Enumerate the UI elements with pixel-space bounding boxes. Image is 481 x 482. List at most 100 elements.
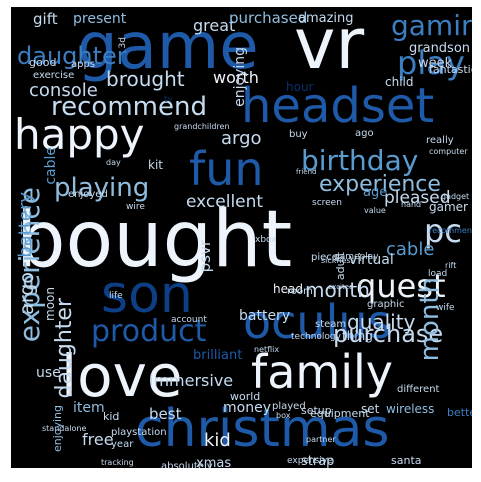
- word-gaming: gaming: [391, 9, 472, 42]
- word-expensive: technology: [291, 332, 341, 342]
- word-birthday: birthday: [301, 144, 419, 177]
- word-play: play: [397, 44, 465, 82]
- word-free: cable: [386, 239, 435, 260]
- word-purchase: experience: [319, 172, 441, 197]
- word-good: age: [363, 185, 388, 200]
- word-set: brilliant: [193, 348, 243, 363]
- word-better: played: [272, 401, 306, 412]
- word-recommend: recommend: [51, 92, 207, 122]
- word-game: game: [77, 10, 259, 84]
- word-ago: week: [418, 56, 453, 71]
- word-enjoying: world: [230, 390, 261, 403]
- word-cloud: bought vr game headset happy fun son ocu…: [11, 7, 472, 468]
- word-month: purchase: [333, 320, 444, 348]
- word-love: love: [61, 342, 183, 410]
- word-steam: screen: [312, 198, 342, 208]
- word-amazing: worth: [213, 68, 259, 87]
- word-playstation: account: [171, 315, 207, 325]
- word-daughter: month: [415, 277, 445, 362]
- word-hand: gadget: [441, 192, 470, 201]
- word-technology: wire: [126, 202, 145, 212]
- word-3d: xbox: [255, 235, 277, 245]
- word-fun: fun: [189, 142, 264, 196]
- word-product: product: [91, 314, 207, 349]
- word-argo-vertical: argo: [16, 272, 38, 315]
- word-pleased: purchased: [229, 9, 308, 27]
- word-gamer: expensive: [287, 456, 333, 466]
- word-partner: wife: [436, 303, 455, 313]
- word-load: better: [447, 406, 472, 419]
- word-cable: cable: [43, 147, 59, 185]
- word-brilliant: best: [149, 405, 182, 423]
- word-loved: exercise: [33, 70, 75, 81]
- word-argo: gift: [33, 10, 58, 28]
- word-brought: month: [305, 278, 370, 302]
- word-battery: battery: [15, 192, 36, 258]
- word-standalone: computer: [429, 147, 468, 156]
- word-graphic: enjoyed: [68, 189, 108, 200]
- word-age: virtual: [349, 252, 394, 268]
- word-piece: graphic: [367, 299, 405, 310]
- word-husband: ago: [355, 128, 374, 139]
- word-psvr: piece: [311, 252, 338, 263]
- word-controller: buy: [289, 129, 308, 140]
- word-christmas: christmas: [135, 399, 390, 459]
- word-price: psvr: [196, 240, 214, 273]
- word-adult: steam: [315, 319, 347, 330]
- word-wife: sickness: [321, 256, 355, 265]
- word-hour: apps: [71, 59, 96, 70]
- word-headset: headset: [241, 78, 435, 134]
- word-thing: gamer: [429, 200, 468, 214]
- word-present: brought: [106, 67, 185, 91]
- word-bought: bought: [16, 195, 293, 285]
- word-week: kit: [148, 158, 163, 172]
- word-excellent: amazing: [298, 11, 354, 26]
- word-excited: day: [106, 158, 121, 167]
- word-son: son: [101, 265, 193, 325]
- word-grandchildren: friend: [296, 168, 317, 176]
- word-purchased: present: [73, 11, 127, 27]
- word-account: tv: [164, 95, 173, 105]
- word-immersive: excellent: [186, 192, 264, 212]
- word-played: rift: [445, 261, 457, 270]
- word-computer: netflix: [254, 345, 280, 354]
- word-wireless: xmas: [196, 456, 232, 468]
- word-worth: great: [193, 16, 236, 35]
- word-year: value: [364, 206, 386, 215]
- word-setup: gameplay: [334, 252, 379, 262]
- word-gift: daughter: [17, 42, 127, 70]
- word-quest: quest: [356, 267, 446, 305]
- word-absolutely: strap: [301, 454, 335, 468]
- word-device: child: [385, 75, 414, 89]
- word-family: family: [251, 345, 393, 399]
- word-santa: life: [109, 291, 123, 301]
- word-gameplay: load: [428, 269, 448, 279]
- word-tracking: recommended: [429, 226, 472, 235]
- word-world: item: [73, 400, 105, 416]
- word-money: battery: [239, 308, 291, 324]
- word-enjoyed: equipment: [310, 407, 370, 420]
- word-head: setup: [301, 404, 332, 417]
- word-sickness: standalone: [42, 424, 87, 433]
- word-day: tracking: [101, 458, 134, 467]
- word-oculus: oculus: [243, 295, 392, 349]
- word-pc: pc: [424, 212, 462, 250]
- word-vr: vr: [294, 7, 365, 85]
- word-room: partner: [306, 435, 336, 444]
- word-console: grandson: [409, 41, 471, 56]
- word-exercise: wireless: [386, 402, 435, 416]
- word-xmas: money: [223, 400, 271, 416]
- word-service: really: [426, 135, 454, 146]
- word-item: quality: [347, 310, 416, 334]
- word-wire: room: [287, 286, 313, 297]
- word-great: daughter: [52, 298, 77, 399]
- word-child: enjoying: [51, 405, 64, 453]
- word-equipment: santa: [391, 454, 422, 467]
- word-happy: happy: [14, 110, 145, 159]
- word-buy: enjoying: [232, 47, 248, 107]
- word-grandson: argo: [221, 128, 262, 149]
- word-lot: thing: [342, 329, 373, 343]
- word-facebook: moon: [43, 287, 57, 321]
- word-virtual: immersive: [149, 371, 234, 390]
- word-really: good: [29, 56, 57, 69]
